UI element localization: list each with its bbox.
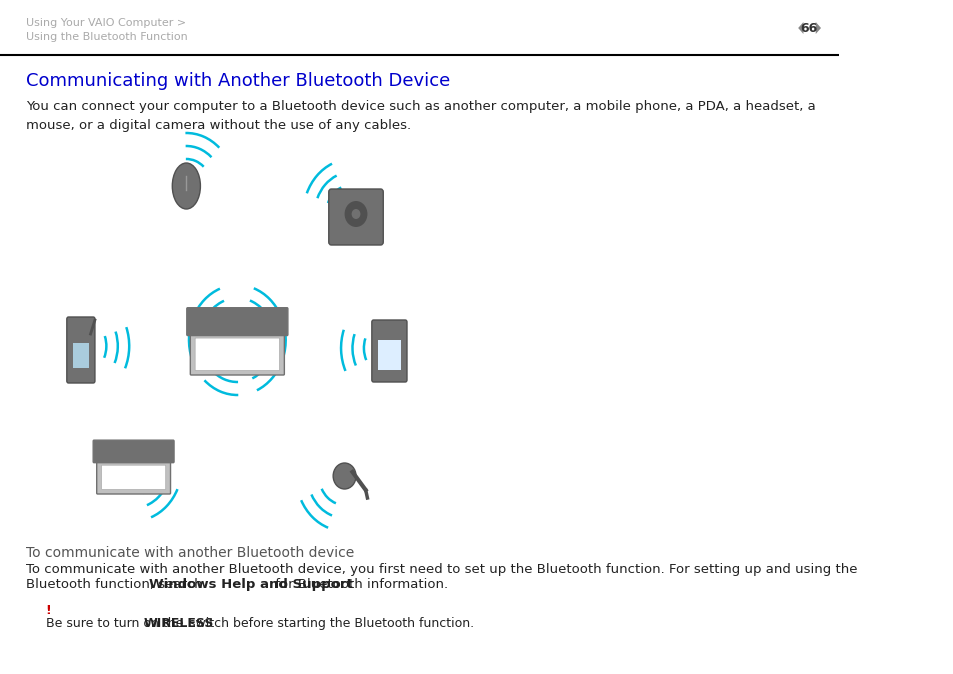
Text: for Bluetooth information.: for Bluetooth information. (271, 578, 448, 591)
FancyBboxPatch shape (195, 338, 279, 371)
Circle shape (352, 209, 360, 219)
Text: WIRELESS: WIRELESS (144, 617, 213, 630)
Polygon shape (798, 22, 802, 34)
Text: 66: 66 (800, 22, 817, 34)
Text: Using Your VAIO Computer >: Using Your VAIO Computer > (27, 18, 186, 28)
Bar (72, 343, 89, 368)
Text: Bluetooth function, search: Bluetooth function, search (27, 578, 207, 591)
Text: Using the Bluetooth Function: Using the Bluetooth Function (27, 32, 188, 42)
FancyBboxPatch shape (190, 334, 284, 375)
Text: You can connect your computer to a Bluetooth device such as another computer, a : You can connect your computer to a Bluet… (27, 100, 815, 132)
FancyBboxPatch shape (93, 440, 173, 462)
Text: switch before starting the Bluetooth function.: switch before starting the Bluetooth fun… (184, 617, 474, 630)
Circle shape (344, 201, 367, 227)
Text: Windows Help and Support: Windows Help and Support (149, 578, 352, 591)
FancyBboxPatch shape (67, 317, 95, 383)
Text: Be sure to turn on the: Be sure to turn on the (46, 617, 187, 630)
Text: Communicating with Another Bluetooth Device: Communicating with Another Bluetooth Dev… (27, 72, 450, 90)
Bar (377, 340, 400, 370)
FancyBboxPatch shape (101, 465, 166, 489)
Circle shape (333, 463, 355, 489)
FancyBboxPatch shape (329, 189, 383, 245)
Ellipse shape (172, 163, 200, 209)
FancyBboxPatch shape (372, 320, 407, 382)
FancyBboxPatch shape (96, 461, 171, 494)
Text: To communicate with another Bluetooth device, you first need to set up the Bluet: To communicate with another Bluetooth de… (27, 563, 857, 576)
FancyBboxPatch shape (187, 308, 288, 336)
Text: !: ! (46, 604, 51, 617)
Text: To communicate with another Bluetooth device: To communicate with another Bluetooth de… (27, 546, 355, 560)
Polygon shape (815, 22, 821, 34)
